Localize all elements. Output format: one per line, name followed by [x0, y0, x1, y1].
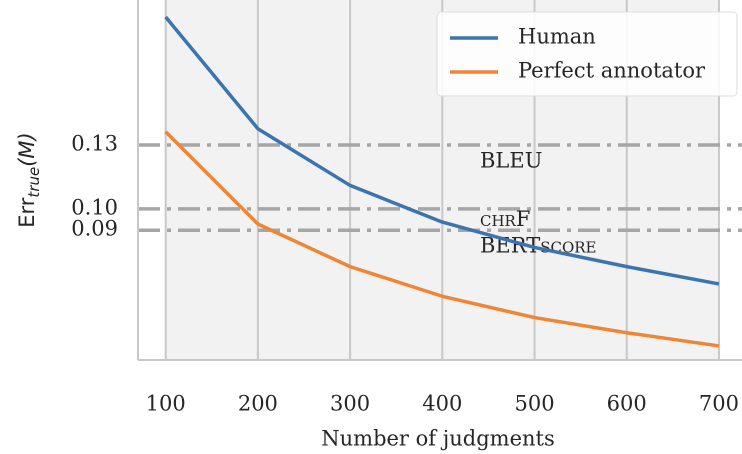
reference-label: BLEU	[480, 148, 542, 172]
y-tick-label: 0.13	[71, 131, 118, 155]
legend-box	[436, 11, 738, 97]
reference-label: chrF	[480, 207, 530, 231]
y-label-rest: (M)	[15, 132, 39, 167]
y-tick-label: 0.09	[71, 217, 118, 241]
series-line	[164, 130, 720, 348]
x-tick-label: 300	[330, 392, 370, 416]
legend: Human Perfect annotator	[436, 11, 738, 97]
x-tick-label: 400	[422, 392, 462, 416]
x-tick-label: 700	[699, 392, 739, 416]
y-axis-label: Errtrue(M)	[15, 132, 43, 227]
y-label-base: Err	[15, 197, 39, 228]
y-tick-label: 0.10	[71, 195, 118, 219]
x-tick-label: 100	[146, 392, 186, 416]
legend-label: Human	[518, 25, 596, 49]
legend-label: Perfect annotator	[518, 59, 706, 83]
x-tick-label: 500	[514, 392, 554, 416]
series-line	[164, 15, 720, 286]
y-label-sub: true	[25, 167, 43, 198]
x-tick-label: 600	[607, 392, 647, 416]
x-tick-label: 200	[238, 392, 278, 416]
x-axis-label: Number of judgments	[321, 427, 555, 451]
